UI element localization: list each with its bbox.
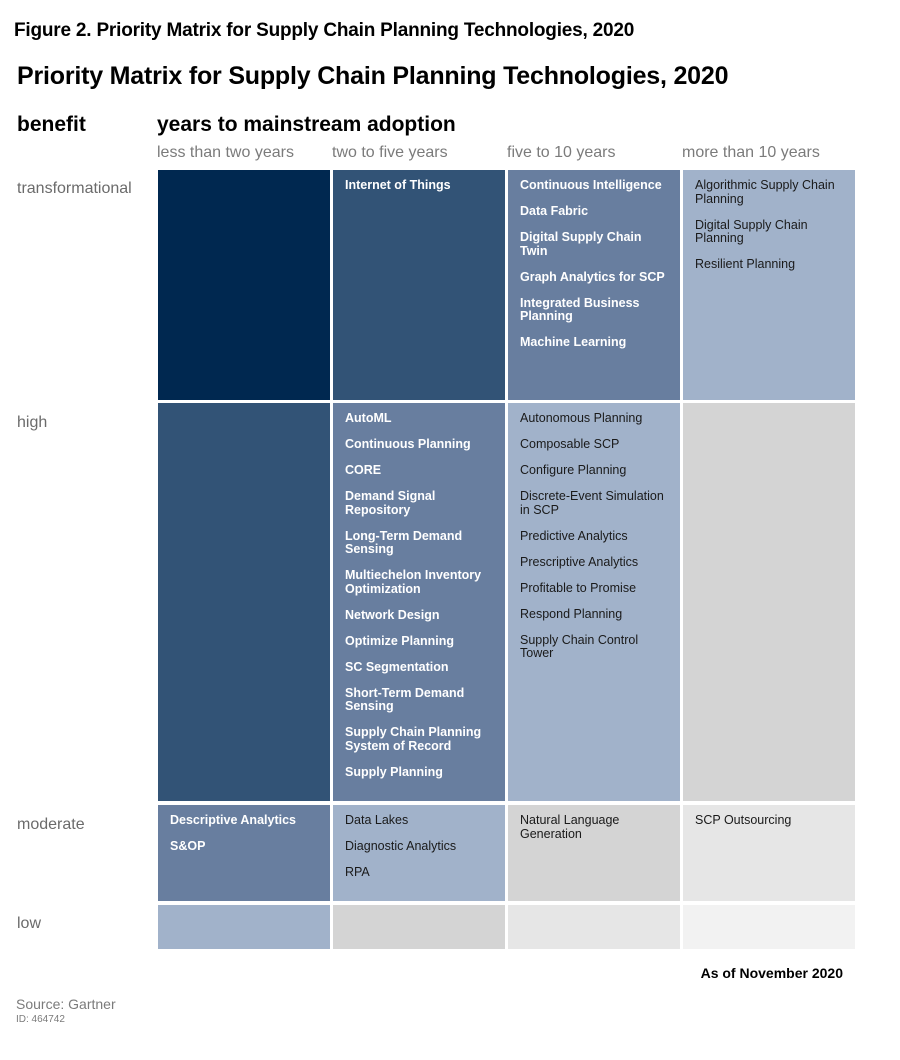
technology-item: Multiechelon Inventory Optimization bbox=[345, 568, 482, 596]
technology-item: Respond Planning bbox=[520, 606, 623, 621]
technology-item: Internet of Things bbox=[345, 178, 451, 192]
column-label: two to five years bbox=[332, 144, 448, 161]
matrix-cell-low-3 bbox=[508, 905, 680, 949]
document-id: ID: 464742 bbox=[16, 1014, 65, 1025]
technology-item: Long-Term Demand Sensing bbox=[345, 528, 463, 556]
technology-item: Profitable to Promise bbox=[520, 580, 637, 595]
technology-item: Short-Term Demand Sensing bbox=[345, 685, 465, 713]
technology-item: Continuous Planning bbox=[345, 437, 471, 451]
technology-item: Discrete-Event Simulation in SCP bbox=[520, 489, 664, 517]
technology-item: Supply Planning bbox=[345, 764, 443, 779]
technology-item: CORE bbox=[345, 463, 382, 477]
technology-item: Supply Chain Control Tower bbox=[520, 632, 639, 660]
technology-item: Configure Planning bbox=[520, 463, 627, 477]
technology-item: Digital Supply Chain Planning bbox=[695, 217, 808, 245]
technology-item: Continuous Intelligence bbox=[520, 178, 662, 192]
technology-item: Machine Learning bbox=[520, 335, 627, 349]
technology-item: Diagnostic Analytics bbox=[345, 839, 457, 853]
matrix-cell-low-2 bbox=[333, 905, 505, 949]
matrix-cell-transformational-2: Internet of Things bbox=[333, 170, 505, 400]
technology-item: Optimize Planning bbox=[345, 633, 455, 648]
row-label: high bbox=[17, 414, 48, 431]
matrix-cell-moderate-2: Data Lakes Diagnostic Analytics RPA bbox=[333, 805, 505, 901]
matrix-cell-transformational-1 bbox=[158, 170, 330, 400]
matrix-cell-high-3: Autonomous Planning Composable SCP Configu… bbox=[508, 403, 680, 801]
technology-item: Graph Analytics for SCP bbox=[520, 269, 665, 284]
column-label: more than 10 years bbox=[682, 144, 820, 161]
matrix-cell-low-1 bbox=[158, 905, 330, 949]
column-label: five to 10 years bbox=[507, 144, 616, 161]
technology-item: Descriptive Analytics bbox=[170, 813, 296, 827]
matrix-cell-transformational-4: Algorithmic Supply Chain Planning Digital… bbox=[683, 170, 855, 400]
source-label: Source: Gartner bbox=[16, 996, 116, 1012]
technology-item: Digital Supply Chain Twin bbox=[520, 230, 642, 258]
matrix-cell-high-4 bbox=[683, 403, 855, 801]
y-axis-title: benefit bbox=[17, 113, 86, 136]
technology-item: Resilient Planning bbox=[695, 257, 796, 271]
matrix-cell-transformational-3: Continuous Intelligence Data Fabric Digita… bbox=[508, 170, 680, 400]
technology-item: Demand Signal Repository bbox=[345, 489, 436, 517]
technology-item: Prescriptive Analytics bbox=[520, 554, 639, 569]
matrix-cell-moderate-4: SCP Outsourcing bbox=[683, 805, 855, 901]
technology-item: Composable SCP bbox=[520, 437, 620, 451]
technology-item: SC Segmentation bbox=[345, 659, 449, 674]
technology-item: SCP Outsourcing bbox=[695, 813, 792, 827]
figure-title: Figure 2. Priority Matrix for Supply Cha… bbox=[14, 20, 635, 41]
row-label: low bbox=[17, 915, 42, 932]
technology-item: Predictive Analytics bbox=[520, 528, 628, 543]
matrix-cell-high-2: AutoML Continuous Planning CORE Demand Sign… bbox=[333, 403, 505, 801]
technology-item: Integrated Business Planning bbox=[520, 295, 640, 323]
matrix-cell-moderate-3: Natural Language Generation bbox=[508, 805, 680, 901]
column-label: less than two years bbox=[157, 144, 294, 161]
technology-item: Algorithmic Supply Chain Planning bbox=[695, 178, 835, 206]
technology-item: S&OP bbox=[170, 839, 206, 853]
row-label: transformational bbox=[17, 180, 132, 197]
as-of-date: As of November 2020 bbox=[700, 965, 843, 981]
technology-item: Network Design bbox=[345, 607, 440, 622]
matrix-cell-low-4 bbox=[683, 905, 855, 949]
row-label: moderate bbox=[17, 816, 85, 833]
technology-item: Data Fabric bbox=[520, 204, 589, 218]
x-axis-title: years to mainstream adoption bbox=[157, 113, 456, 136]
technology-item: AutoML bbox=[345, 411, 392, 425]
chart-title: Priority Matrix for Supply Chain Plannin… bbox=[17, 62, 729, 90]
technology-item: Natural Language Generation bbox=[520, 813, 620, 841]
technology-item: Supply Chain Planning System of Record bbox=[345, 725, 482, 753]
technology-item: RPA bbox=[345, 865, 370, 879]
technology-item: Data Lakes bbox=[345, 813, 409, 827]
matrix-cell-high-1 bbox=[158, 403, 330, 801]
technology-item: Autonomous Planning bbox=[520, 411, 643, 425]
matrix-cell-moderate-1: Descriptive Analytics S&OP bbox=[158, 805, 330, 901]
